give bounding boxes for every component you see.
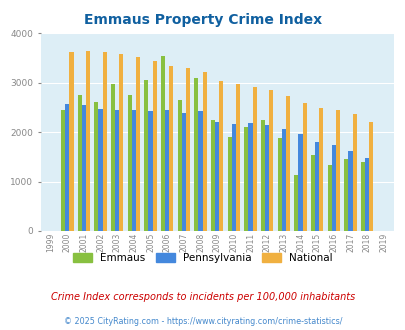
Bar — [94, 102, 98, 231]
Bar — [318, 108, 323, 231]
Bar — [285, 96, 290, 231]
Bar — [277, 139, 281, 231]
Bar — [165, 110, 169, 231]
Bar — [127, 95, 132, 231]
Bar — [314, 143, 318, 231]
Bar — [111, 84, 115, 231]
Bar — [77, 95, 82, 231]
Bar — [198, 111, 202, 231]
Bar — [160, 56, 165, 231]
Bar — [360, 162, 364, 231]
Bar — [347, 151, 352, 231]
Bar — [211, 120, 215, 231]
Bar — [136, 57, 140, 231]
Bar — [264, 125, 269, 231]
Bar — [61, 110, 65, 231]
Bar — [281, 129, 285, 231]
Bar — [302, 103, 306, 231]
Bar — [65, 104, 69, 231]
Bar — [148, 111, 152, 231]
Bar — [86, 51, 90, 231]
Bar — [215, 122, 219, 231]
Bar — [231, 124, 235, 231]
Bar — [177, 100, 181, 231]
Bar — [335, 110, 339, 231]
Bar — [227, 137, 231, 231]
Bar — [252, 87, 256, 231]
Bar — [235, 84, 239, 231]
Bar — [194, 78, 198, 231]
Bar — [310, 155, 314, 231]
Text: Crime Index corresponds to incidents per 100,000 inhabitants: Crime Index corresponds to incidents per… — [51, 292, 354, 302]
Bar — [185, 68, 190, 231]
Legend: Emmaus, Pennsylvania, National: Emmaus, Pennsylvania, National — [69, 248, 336, 267]
Bar — [248, 123, 252, 231]
Bar — [298, 134, 302, 231]
Bar — [352, 114, 356, 231]
Bar — [144, 80, 148, 231]
Bar — [152, 61, 156, 231]
Bar — [364, 158, 368, 231]
Bar — [181, 113, 185, 231]
Bar — [294, 175, 298, 231]
Bar — [368, 122, 373, 231]
Bar — [82, 105, 86, 231]
Bar — [119, 54, 123, 231]
Bar — [327, 165, 331, 231]
Bar — [343, 159, 347, 231]
Bar — [169, 66, 173, 231]
Bar — [269, 90, 273, 231]
Text: © 2025 CityRating.com - https://www.cityrating.com/crime-statistics/: © 2025 CityRating.com - https://www.city… — [64, 317, 341, 326]
Text: Emmaus Property Crime Index: Emmaus Property Crime Index — [84, 13, 321, 27]
Bar — [115, 110, 119, 231]
Bar — [102, 52, 107, 231]
Bar — [244, 127, 248, 231]
Bar — [132, 110, 136, 231]
Bar — [98, 109, 102, 231]
Bar — [260, 120, 264, 231]
Bar — [219, 81, 223, 231]
Bar — [69, 52, 73, 231]
Bar — [202, 72, 206, 231]
Bar — [331, 145, 335, 231]
